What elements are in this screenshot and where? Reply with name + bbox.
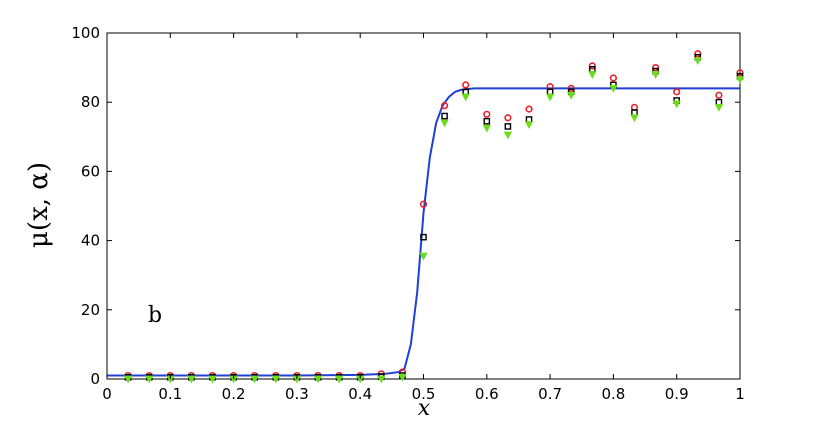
ticks-group: 0 0.1 0.2 0.3 0.4 0.5 0.6 0.7 0.8 0.9 1 0 20 40 60 80 10… xyxy=(71,24,744,403)
data-point-triangle xyxy=(187,375,196,384)
y-tick-label: 100 xyxy=(71,24,100,42)
data-point-triangle xyxy=(714,103,724,112)
data-point-circle xyxy=(609,74,618,82)
data-point-triangle xyxy=(672,100,681,109)
fit-curve-line xyxy=(107,87,740,377)
data-point-square xyxy=(441,112,448,120)
data-point-circle xyxy=(419,200,428,208)
data-point-triangle xyxy=(208,375,217,384)
data-point-square xyxy=(504,123,512,130)
x-tick-label: 0.8 xyxy=(601,385,625,403)
data-point-triangle xyxy=(651,71,660,79)
data-point-circle xyxy=(483,110,491,118)
data-point-triangle xyxy=(145,375,154,384)
x-tick-label: 0.7 xyxy=(538,385,562,403)
x-tick-label: 0.3 xyxy=(285,385,309,403)
data-point-triangle xyxy=(398,373,407,382)
data-point-triangle xyxy=(735,76,745,85)
panel-annotation: b xyxy=(148,303,162,328)
data-point-circle xyxy=(652,63,660,72)
data-point-triangle xyxy=(503,131,513,140)
y-tick-label: 40 xyxy=(81,232,100,250)
x-tick-label: 1 xyxy=(735,385,745,403)
data-point-circle xyxy=(440,102,449,110)
data-point-circle xyxy=(715,91,723,99)
data-point-triangle xyxy=(524,121,534,130)
data-point-triangle xyxy=(588,71,597,79)
data-point-circle xyxy=(525,105,533,113)
data-point-circle xyxy=(504,114,512,122)
data-point-triangle xyxy=(419,252,428,261)
x-tick-label: 0.6 xyxy=(475,385,499,403)
data-points-group xyxy=(123,50,745,384)
data-point-triangle xyxy=(440,119,449,128)
data-point-circle xyxy=(462,81,470,89)
data-point-square xyxy=(483,117,491,125)
data-point-triangle xyxy=(482,124,491,133)
data-point-circle xyxy=(673,88,681,96)
data-point-triangle xyxy=(567,91,576,100)
x-tick-label: 0 xyxy=(102,385,112,403)
y-tick-label: 0 xyxy=(90,370,100,388)
data-point-triangle xyxy=(609,84,618,93)
y-tick-label: 20 xyxy=(81,301,100,319)
y-tick-label: 80 xyxy=(81,93,100,111)
data-point-triangle xyxy=(630,114,639,123)
y-tick-label: 60 xyxy=(81,162,100,180)
data-point-triangle xyxy=(250,375,259,384)
data-point-triangle xyxy=(545,93,555,102)
data-point-triangle xyxy=(123,375,133,384)
data-point-triangle xyxy=(377,375,386,384)
x-tick-label: 0.4 xyxy=(348,385,372,403)
data-point-circle xyxy=(567,84,575,92)
data-point-triangle xyxy=(334,375,344,384)
data-point-triangle xyxy=(313,375,323,384)
data-point-circle xyxy=(694,50,702,58)
fit-curve-group xyxy=(107,87,740,377)
y-axis-label: μ(x, α) xyxy=(24,162,54,248)
data-point-circle xyxy=(736,69,744,77)
data-point-circle xyxy=(588,62,596,70)
data-point-triangle xyxy=(693,57,702,66)
data-point-square xyxy=(420,233,427,241)
data-point-triangle xyxy=(461,93,470,102)
x-tick-label: 0.1 xyxy=(158,385,182,403)
data-point-triangle xyxy=(271,375,280,384)
x-tick-label: 0.9 xyxy=(665,385,689,403)
x-tick-label: 0.2 xyxy=(222,385,246,403)
x-tick-label: 0.5 xyxy=(412,385,436,403)
x-axis-label: x xyxy=(418,396,431,421)
